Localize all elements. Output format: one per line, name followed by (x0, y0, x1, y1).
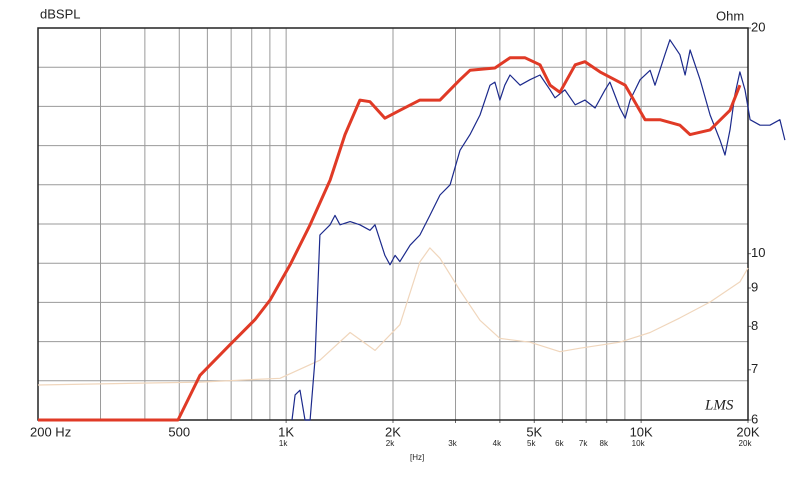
y2-tick-label: 9 (751, 279, 758, 294)
series-line (291, 39, 786, 421)
series-line (38, 56, 742, 422)
x-tick-label: 1K (278, 424, 294, 439)
logo: LMS (704, 397, 734, 413)
y2-tick-label: 6 (751, 411, 758, 426)
x2-tick-label: 10k (632, 439, 646, 448)
x-tick-label: 5K (526, 424, 542, 439)
x2-tick-label: 2k (386, 439, 395, 448)
series-line (37, 247, 749, 386)
x2-tick-label: 5k (527, 439, 536, 448)
x2-tick-label: 4k (493, 439, 502, 448)
y2-tick-label: 10 (751, 245, 765, 260)
y-axis-label: dBSPL (40, 6, 80, 21)
x-axis-label: [Hz] (410, 453, 424, 462)
y2-tick-label: 7 (751, 361, 758, 376)
y2-axis-label: Ohm (716, 8, 744, 23)
x-tick-label: 10K (630, 424, 653, 439)
x2-tick-label: 8k (600, 439, 609, 448)
x2-tick-label: 3k (448, 439, 457, 448)
x-tick-label: 200 Hz (30, 424, 71, 439)
x-tick-label: 2K (385, 424, 401, 439)
x2-tick-label: 6k (555, 439, 564, 448)
y2-tick-label: 8 (751, 318, 758, 333)
x2-tick-label: 1k (279, 439, 288, 448)
x-tick-label: 500 (168, 424, 190, 439)
x2-tick-label: 7k (579, 439, 588, 448)
x-tick-label: 20K (736, 424, 759, 439)
plot-frame (37, 27, 749, 421)
x2-tick-label: 20k (739, 439, 753, 448)
y2-tick-label: 20 (751, 19, 765, 34)
